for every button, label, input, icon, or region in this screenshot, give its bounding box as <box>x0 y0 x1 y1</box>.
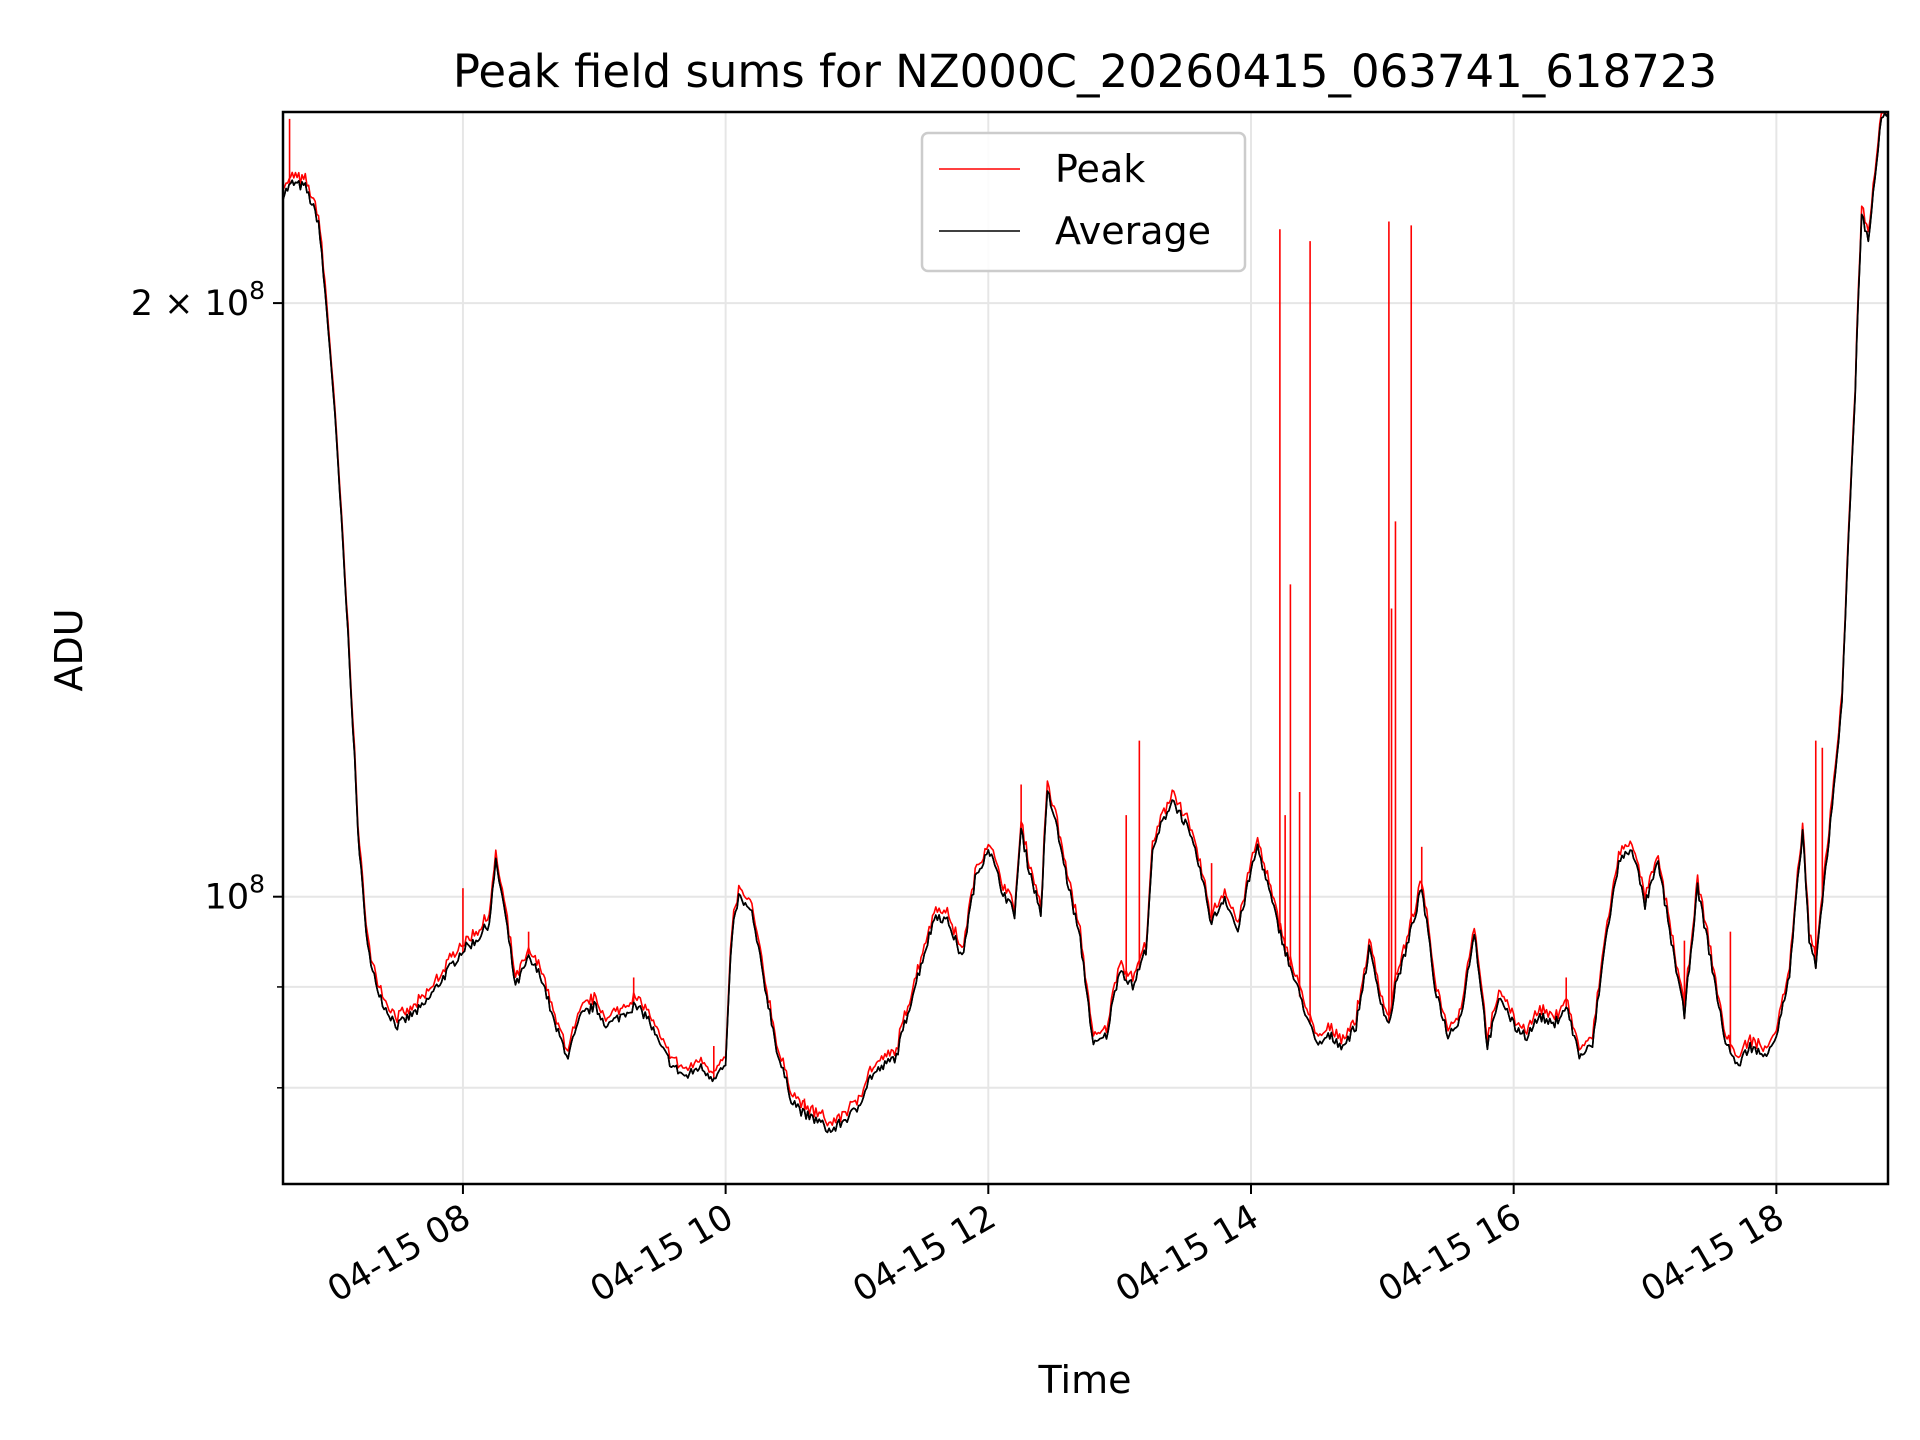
x-axis-label: Time <box>1038 1358 1132 1402</box>
legend: Peak Average <box>920 131 1247 273</box>
y-axis-label: ADU <box>47 608 91 691</box>
average-series-line-overlay <box>282 112 1889 1134</box>
legend-box <box>920 131 1247 273</box>
y-tick-label: 2 × 108 <box>131 276 265 324</box>
y-axis-ticks: 108 2 × 108 <box>131 276 283 1089</box>
plot-series <box>282 112 1889 1134</box>
chart-title: Peak field sums for NZ000C_20260415_0637… <box>453 45 1717 98</box>
y-tick-label: 108 <box>205 870 265 918</box>
legend-peak-label: Peak <box>1055 147 1145 191</box>
legend-average-label: Average <box>1055 209 1211 253</box>
plot-area-frame <box>281 110 1890 1186</box>
